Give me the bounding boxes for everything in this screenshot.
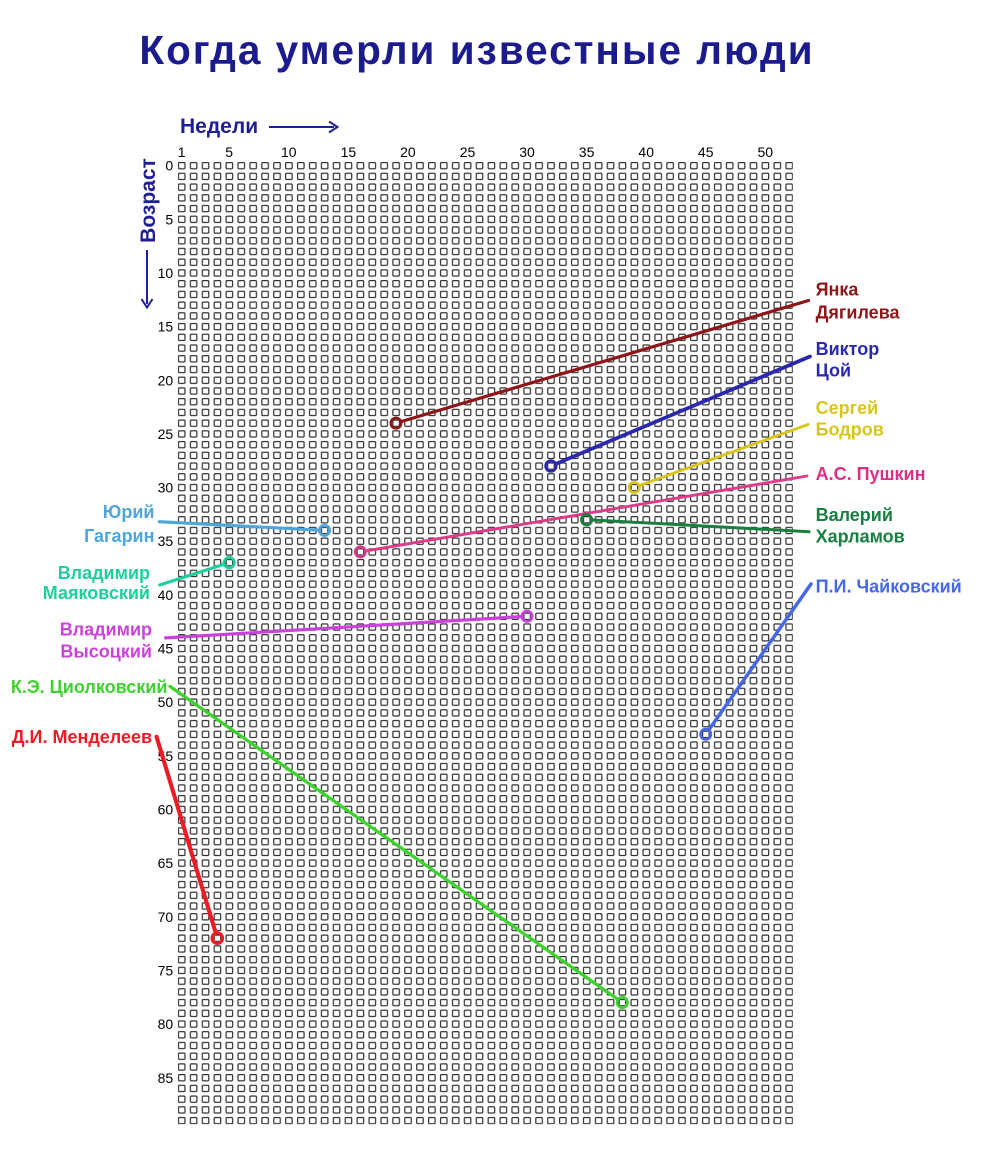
svg-text:70: 70 xyxy=(158,909,174,925)
svg-text:Харламов: Харламов xyxy=(816,526,905,546)
svg-text:К.Э. Циолковский: К.Э. Циолковский xyxy=(11,677,168,697)
svg-text:Маяковский: Маяковский xyxy=(43,583,150,603)
svg-text:10: 10 xyxy=(158,265,174,281)
svg-text:5: 5 xyxy=(165,211,173,227)
svg-text:Гагарин: Гагарин xyxy=(84,526,154,546)
svg-text:Виктор: Виктор xyxy=(816,339,880,359)
svg-text:15: 15 xyxy=(158,319,174,335)
svg-text:40: 40 xyxy=(638,144,654,160)
svg-text:Недели: Недели xyxy=(180,115,258,138)
svg-text:Высоцкий: Высоцкий xyxy=(60,642,152,662)
svg-text:30: 30 xyxy=(158,480,174,496)
svg-text:10: 10 xyxy=(281,144,297,160)
svg-text:25: 25 xyxy=(460,144,476,160)
svg-text:30: 30 xyxy=(519,144,535,160)
svg-text:15: 15 xyxy=(341,144,357,160)
svg-text:40: 40 xyxy=(158,587,174,603)
svg-text:Сергей: Сергей xyxy=(816,398,879,418)
svg-text:60: 60 xyxy=(158,802,174,818)
svg-text:Владимир: Владимир xyxy=(60,620,152,640)
svg-text:25: 25 xyxy=(158,426,174,442)
svg-text:Бодров: Бодров xyxy=(816,420,884,440)
svg-text:А.С. Пушкин: А.С. Пушкин xyxy=(816,464,926,484)
svg-text:Когда умерли известные люди: Когда умерли известные люди xyxy=(139,27,814,73)
svg-text:80: 80 xyxy=(158,1016,174,1032)
svg-text:5: 5 xyxy=(225,144,233,160)
svg-text:Дягилева: Дягилева xyxy=(816,303,901,323)
svg-text:Юрий: Юрий xyxy=(103,502,155,522)
svg-text:Янка: Янка xyxy=(816,279,860,299)
svg-text:50: 50 xyxy=(158,694,174,710)
svg-text:85: 85 xyxy=(158,1070,174,1086)
svg-text:35: 35 xyxy=(158,533,174,549)
svg-text:45: 45 xyxy=(698,144,714,160)
svg-text:П.И. Чайковский: П.И. Чайковский xyxy=(816,576,962,596)
svg-text:0: 0 xyxy=(165,158,173,174)
svg-text:50: 50 xyxy=(758,144,774,160)
svg-text:1: 1 xyxy=(178,144,186,160)
svg-text:20: 20 xyxy=(158,372,174,388)
svg-text:Владимир: Владимир xyxy=(58,563,150,583)
svg-text:35: 35 xyxy=(579,144,595,160)
svg-text:Цой: Цой xyxy=(816,361,851,381)
svg-text:Валерий: Валерий xyxy=(816,505,893,525)
svg-text:45: 45 xyxy=(158,641,174,657)
svg-text:20: 20 xyxy=(400,144,416,160)
svg-text:65: 65 xyxy=(158,855,174,871)
svg-text:75: 75 xyxy=(158,963,174,979)
svg-text:Д.И. Менделеев: Д.И. Менделеев xyxy=(12,727,152,747)
svg-text:Возраст: Возраст xyxy=(137,158,160,243)
